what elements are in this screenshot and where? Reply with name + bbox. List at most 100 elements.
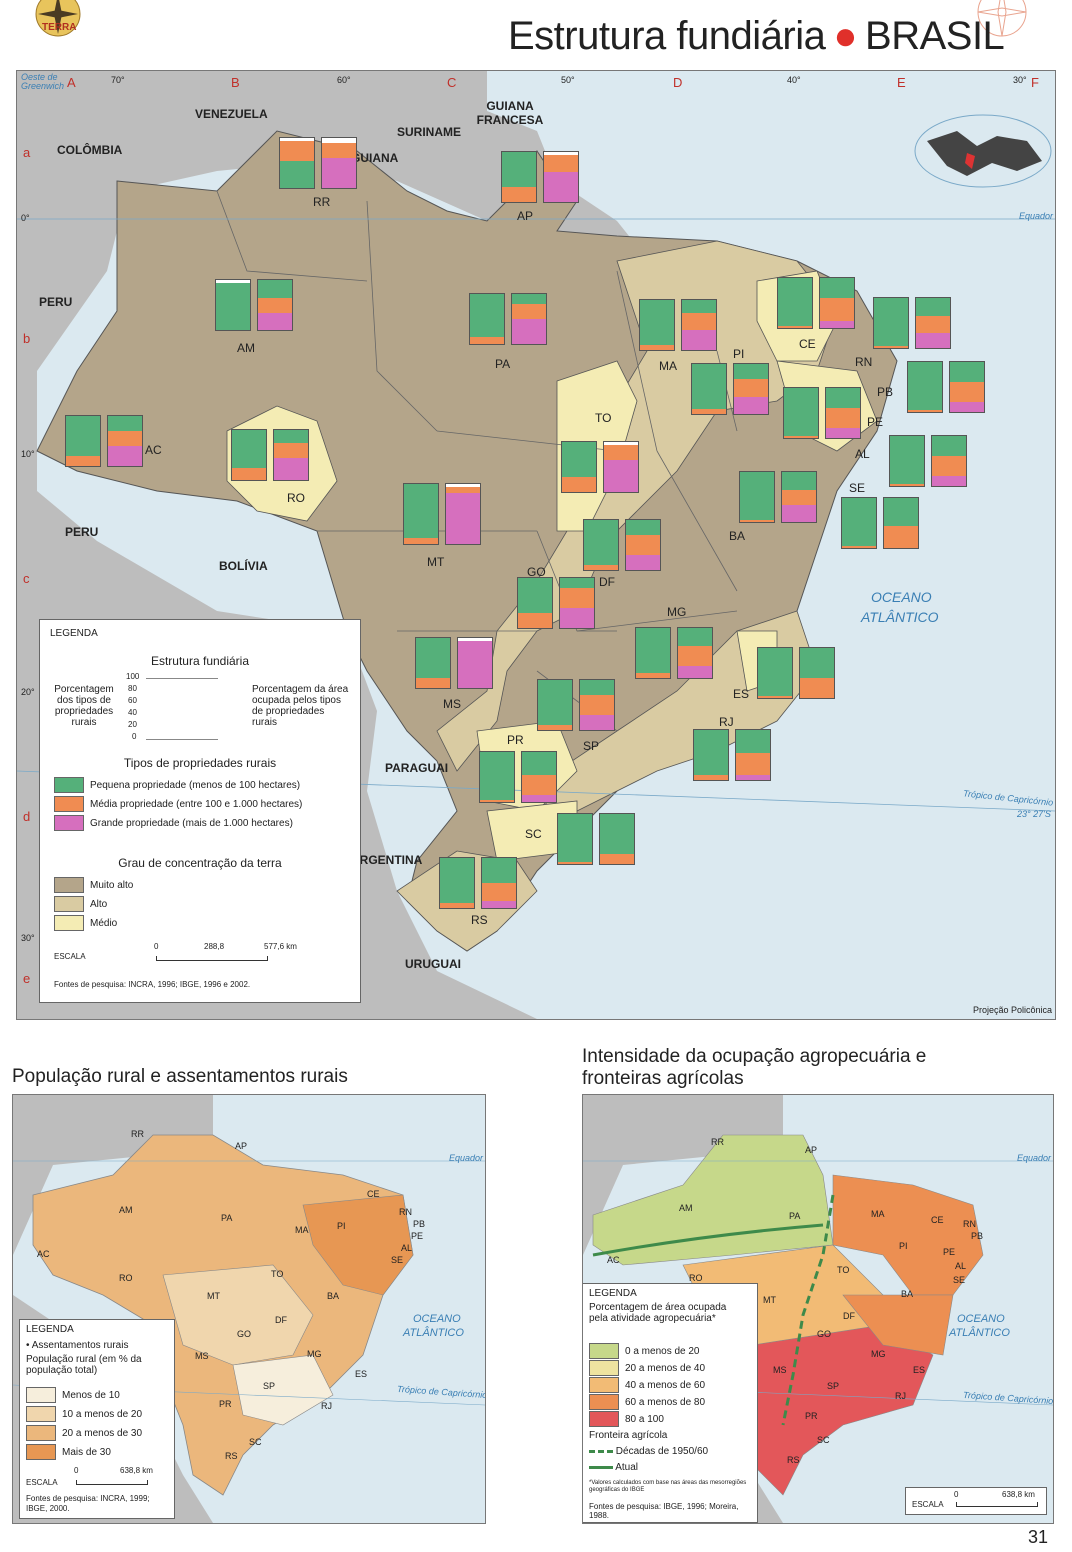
bar-area: [599, 813, 635, 865]
bar-properties: [415, 637, 451, 689]
bar-properties: [65, 415, 101, 467]
map2-legend-title: LEGENDA: [26, 1324, 74, 1335]
solid-line-icon: [589, 1465, 613, 1469]
bar-area: [931, 435, 967, 487]
label-muito-alto: Muito alto: [90, 879, 134, 891]
bar-area: [733, 363, 769, 415]
map3-scale-bar: [956, 1502, 1038, 1507]
map2-class-4-label: Mais de 30: [62, 1446, 111, 1458]
map2-settlements-label: Assentamentos rurais: [31, 1340, 129, 1351]
map2-class-4: Mais de 30: [26, 1444, 142, 1460]
country-argentina: ARGENTINA: [351, 853, 423, 867]
map2-AP: AP: [235, 1141, 248, 1151]
state-MS: MS: [443, 697, 461, 711]
map2-classes: Menos de 10 10 a menos de 20 20 a menos …: [26, 1384, 142, 1463]
label-media: Média propriedade (entre 100 e 1.000 hec…: [90, 798, 303, 810]
bar-properties: [783, 387, 819, 439]
swatch-medio: [54, 915, 84, 931]
bar-area: [579, 679, 615, 731]
map2-scale-bar: [76, 1480, 148, 1485]
map2-SE: SE: [391, 1255, 404, 1265]
bar-properties: [757, 647, 793, 699]
bars-SP: [537, 679, 615, 731]
map2-SC: SC: [249, 1437, 262, 1447]
swatch-4: [26, 1444, 56, 1460]
swatch-alto: [54, 896, 84, 912]
state-RN: RN: [855, 355, 873, 369]
legend-item-media: Média propriedade (entre 100 e 1.000 hec…: [54, 796, 302, 812]
bar-area: [521, 751, 557, 803]
map2-legend: LEGENDA • Assentamentos rurais População…: [19, 1319, 175, 1519]
map3-scale: ESCALA 0 638,8 km: [905, 1487, 1047, 1515]
map2-class-3: 20 a menos de 30: [26, 1425, 142, 1441]
state-MG: MG: [667, 605, 687, 619]
map2-AC: AC: [37, 1249, 50, 1259]
state-PI: PI: [733, 347, 745, 361]
bars-MA: [639, 299, 717, 351]
bar-area: [625, 519, 661, 571]
legend-subtitle: Estrutura fundiária: [150, 654, 250, 668]
bar-area: [543, 151, 579, 203]
map3-legend-title: LEGENDA: [589, 1288, 637, 1299]
swatch-grande: [54, 815, 84, 831]
bar-properties: [693, 729, 729, 781]
state-PA: PA: [495, 357, 511, 371]
map3-frontier-old-label: Décadas de 1950/60: [615, 1446, 709, 1457]
bars-TO: [561, 441, 639, 493]
state-RO: RO: [287, 491, 305, 505]
swatch-3: [589, 1377, 619, 1393]
bars-MG: [635, 627, 713, 679]
bar-area: [107, 415, 143, 467]
bar-area: [481, 857, 517, 909]
tick-20: 20: [128, 720, 137, 729]
map2-CE: CE: [367, 1189, 380, 1199]
map3-BA: BA: [901, 1289, 914, 1299]
ocean-line1: OCEANO: [871, 589, 932, 605]
map3-MT: MT: [763, 1295, 776, 1305]
state-SE: SE: [849, 481, 866, 495]
map3-PR: PR: [805, 1411, 818, 1421]
map3-DF: DF: [843, 1311, 855, 1321]
map3-ocean2: ATLÂNTICO: [949, 1327, 1010, 1339]
row-b: b: [23, 331, 31, 346]
state-PE: PE: [867, 415, 884, 429]
bar-properties: [873, 297, 909, 349]
terra-logo: TERRA: [26, 0, 90, 40]
country-suriname: SURINAME: [397, 125, 462, 139]
col-B: B: [231, 75, 240, 90]
bar-properties: [907, 361, 943, 413]
bars-AL: [889, 435, 967, 487]
bar-properties: [739, 471, 775, 523]
bars-RJ: [693, 729, 771, 781]
map3-RS: RS: [787, 1455, 800, 1465]
map2-equator: Equador: [449, 1153, 484, 1163]
swatch-4: [589, 1394, 619, 1410]
bars-SE: [841, 497, 919, 549]
tick-100: 100: [126, 672, 140, 681]
swatch-5: [589, 1411, 619, 1427]
country-bolivia: BOLÍVIA: [219, 559, 268, 573]
map3-MG: MG: [871, 1349, 886, 1359]
lat-30: 30°: [21, 933, 35, 943]
label-grande: Grande propriedade (mais de 1.000 hectar…: [90, 817, 293, 829]
compass-rose-icon: [972, 0, 1032, 44]
map2-PB: PB: [413, 1219, 426, 1229]
brazil-marker: [965, 153, 975, 169]
col-A: A: [67, 75, 76, 90]
col-C: C: [447, 75, 457, 90]
map2-class-3-label: 20 a menos de 30: [62, 1427, 143, 1439]
map2-GO: GO: [237, 1329, 252, 1339]
map3: Equador Trópico de Capricórnio OCEANO AT…: [582, 1094, 1054, 1524]
map2-RS: RS: [225, 1451, 238, 1461]
legend-item-pequena: Pequena propriedade (menos de 100 hectar…: [54, 777, 302, 793]
map3-pct-title: Porcentagem de área ocupada pela ativida…: [589, 1302, 727, 1324]
map2-ocean2: ATLÂNTICO: [403, 1327, 464, 1339]
bar-properties: [439, 857, 475, 909]
country-uruguai: URUGUAI: [405, 957, 461, 971]
map3-class-5-label: 80 a 100: [625, 1413, 664, 1425]
bar-properties: [557, 813, 593, 865]
bar-properties: [501, 151, 537, 203]
lon-30: 30°: [1013, 75, 1027, 85]
bars-PA: [469, 293, 547, 345]
row-e: e: [23, 971, 31, 986]
